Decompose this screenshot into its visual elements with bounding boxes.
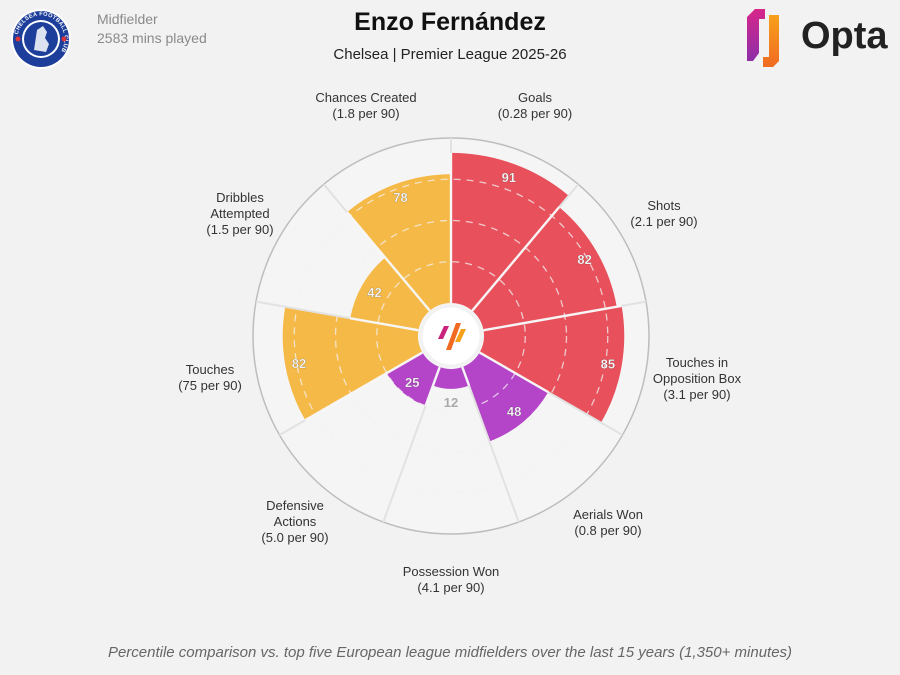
bar-divider: [350, 317, 419, 332]
category-name: Defensive: [266, 498, 324, 513]
category-label: Chances Created (1.8 per 90): [315, 90, 416, 122]
gridline-75: [293, 178, 609, 494]
category-name: Opposition Box: [652, 371, 742, 386]
category-label: Shots (2.1 per 90): [630, 198, 697, 230]
category-name: Shots: [647, 198, 681, 213]
opta-center-icon: [438, 323, 466, 350]
category-per90: (75 per 90): [178, 378, 242, 393]
gridline-50: [334, 219, 568, 453]
category-per90: (4.1 per 90): [417, 580, 485, 595]
gridline-shadow-25: [376, 261, 526, 411]
bar-chances-created: [347, 174, 451, 311]
bar-divider: [304, 351, 424, 422]
category-name: Touches: [185, 362, 235, 377]
bar-aerials-won: [462, 352, 549, 442]
page-title: Enzo Fernández: [354, 8, 546, 36]
category-label: Touches in Opposition Box (3.1 per 90): [653, 355, 741, 403]
category-label: Goals (0.28 per 90): [498, 90, 572, 122]
category-per90: (0.8 per 90): [574, 523, 642, 538]
category-per90: (5.0 per 90): [261, 530, 329, 545]
category-name: Chances Created: [315, 90, 417, 105]
value-label: 25: [405, 375, 419, 390]
slice-divider: [461, 366, 520, 523]
bar-goals: [451, 152, 569, 311]
player-position: Midfielder: [97, 11, 158, 27]
value-label: 48: [507, 404, 521, 419]
opta-logo: Opta: [735, 7, 895, 69]
bar-divider: [483, 304, 622, 332]
chelsea-crest-logo: CHELSEA FOOTBALL CLUB: [11, 9, 71, 69]
category-per90: (3.1 per 90): [663, 387, 731, 402]
category-per90: (1.8 per 90): [332, 106, 400, 121]
category-label: Dribbles Attempted (1.5 per 90): [206, 190, 273, 238]
category-name: Dribbles: [216, 190, 264, 205]
category-name: Goals: [518, 90, 552, 105]
bar-divider: [478, 351, 549, 394]
value-label: 42: [367, 285, 381, 300]
category-label: Defensive Actions (5.0 per 90): [261, 498, 328, 546]
category-per90: (1.5 per 90): [206, 222, 274, 237]
category-name: Possession Won: [402, 564, 500, 579]
category-per90: (2.1 per 90): [630, 214, 698, 229]
value-label: 91: [502, 170, 516, 185]
opta-wordmark: Opta: [801, 15, 888, 57]
value-label: 82: [292, 356, 306, 371]
category-name: Actions: [273, 514, 317, 529]
value-label: 78: [393, 190, 407, 205]
opta-mark-icon: [747, 9, 779, 67]
bar-divider: [424, 366, 441, 407]
category-label: Touches (75 per 90): [178, 362, 242, 394]
player-meta: Midfielder 2583 mins played: [97, 10, 207, 48]
value-label: 85: [601, 357, 615, 372]
footnote: Percentile comparison vs. top five Europ…: [107, 644, 793, 661]
category-name: Touches in: [665, 355, 729, 370]
bar-touches: [282, 306, 423, 421]
category-name: Attempted: [210, 206, 270, 221]
gridline-25: [376, 261, 526, 411]
minutes-played: 2583 mins played: [97, 30, 207, 46]
value-label: 12: [444, 395, 458, 410]
bar-divider: [461, 366, 471, 387]
bar-divider: [471, 206, 561, 312]
bar-divider: [346, 211, 431, 312]
category-label: Aerials Won (0.8 per 90): [573, 507, 643, 539]
gridline-shadow-75: [293, 178, 609, 494]
category-label: Possession Won (4.1 per 90): [403, 564, 500, 596]
gridline-shadow-50: [335, 220, 567, 452]
category-name: Aerials Won: [573, 507, 643, 522]
bar-possession-won: [432, 367, 470, 389]
category-per90: (0.28 per 90): [497, 106, 573, 121]
bar-touches-in-opposition-box: [479, 305, 625, 423]
page-subtitle: Chelsea | Premier League 2025-26: [333, 46, 567, 63]
center-circle: [419, 304, 483, 368]
value-label: 82: [577, 252, 591, 267]
